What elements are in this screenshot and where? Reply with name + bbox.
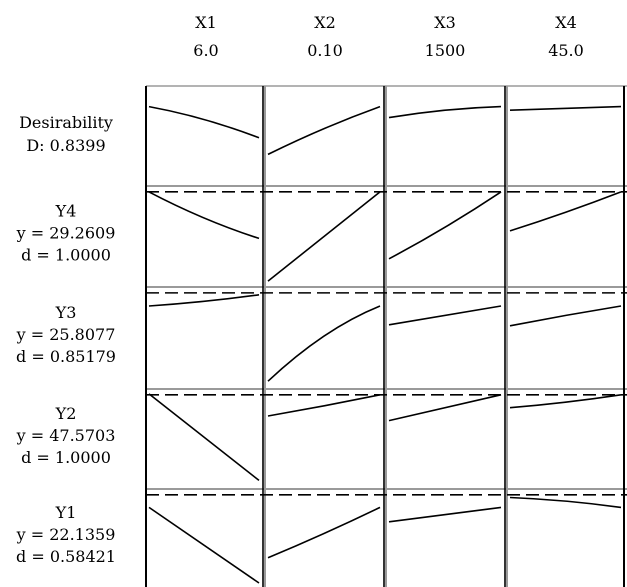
factor-setting-x1: 6.0 bbox=[193, 41, 218, 60]
curve-y3-x1 bbox=[148, 294, 260, 307]
curve-y4-x2 bbox=[267, 191, 381, 282]
row-label-y2: Y2 bbox=[55, 404, 77, 423]
curve-y2-x4 bbox=[509, 394, 622, 409]
row-response-value-y3: y = 25.8077 bbox=[16, 325, 116, 344]
curve-y4-x1 bbox=[148, 191, 260, 240]
row-label-desirability: Desirability bbox=[19, 113, 113, 132]
factor-name-x3: X3 bbox=[434, 13, 456, 32]
factor-name-x4: X4 bbox=[555, 13, 577, 32]
curve-y4-x3 bbox=[388, 191, 502, 260]
factor-name-x2: X2 bbox=[314, 13, 336, 32]
row-response-value-y1: y = 22.1359 bbox=[16, 525, 116, 544]
factor-name-x1: X1 bbox=[195, 13, 217, 32]
curve-y1-x3 bbox=[388, 506, 502, 523]
curve-desirability-x3 bbox=[388, 105, 502, 119]
row-desirability-value-y2: d = 1.0000 bbox=[21, 448, 111, 467]
curve-y3-x2 bbox=[267, 305, 381, 382]
curve-y3-x3 bbox=[388, 305, 502, 326]
curve-desirability-x4 bbox=[509, 105, 622, 111]
row-desirability-value-y3: d = 0.85179 bbox=[16, 347, 116, 366]
curve-desirability-x1 bbox=[148, 105, 260, 139]
curve-y1-x2 bbox=[267, 506, 381, 559]
curve-y3-x4 bbox=[509, 305, 622, 327]
factor-setting-x3: 1500 bbox=[425, 41, 466, 60]
row-response-value-y2: y = 47.5703 bbox=[16, 426, 116, 445]
curve-y4-x4 bbox=[509, 191, 622, 232]
row-desirability-value-desirability: D: 0.8399 bbox=[26, 136, 105, 155]
curve-desirability-x2 bbox=[267, 105, 381, 156]
curve-y2-x3 bbox=[388, 394, 502, 422]
row-response-value-y4: y = 29.2609 bbox=[16, 224, 116, 243]
curve-y1-x1 bbox=[148, 506, 260, 584]
row-label-y1: Y1 bbox=[55, 503, 77, 522]
curve-y2-x2 bbox=[267, 394, 381, 417]
row-desirability-value-y1: d = 0.58421 bbox=[16, 547, 116, 566]
curve-y2-x1 bbox=[148, 393, 260, 482]
curve-y1-x4 bbox=[509, 496, 622, 509]
factor-setting-x4: 45.0 bbox=[548, 41, 584, 60]
factor-setting-x2: 0.10 bbox=[307, 41, 343, 60]
row-label-y3: Y3 bbox=[55, 303, 77, 322]
row-label-y4: Y4 bbox=[55, 202, 77, 221]
row-desirability-value-y4: d = 1.0000 bbox=[21, 246, 111, 265]
